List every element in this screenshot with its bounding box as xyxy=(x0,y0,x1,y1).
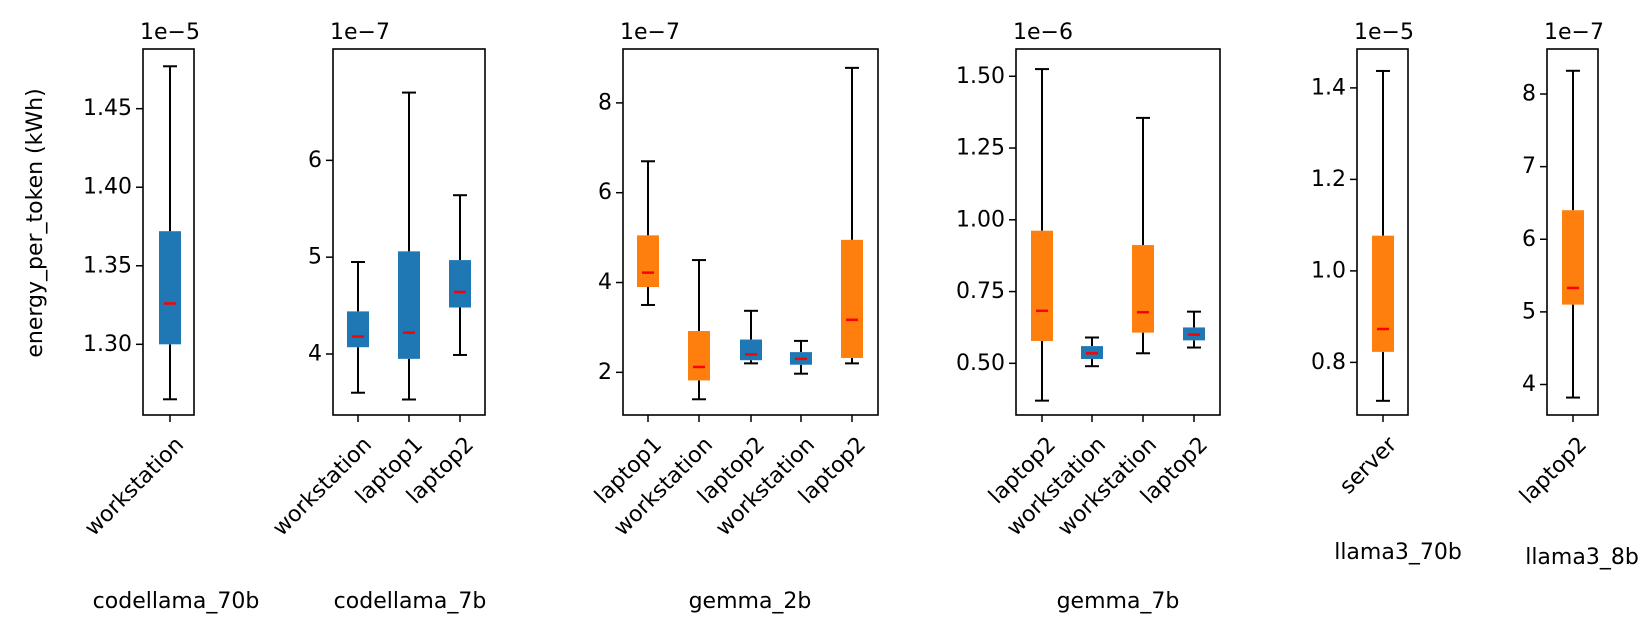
axes-frame xyxy=(1015,48,1221,416)
y-offset-label: 1e−7 xyxy=(330,20,390,45)
y-tick-label: 1.2 xyxy=(1311,167,1346,192)
box-body xyxy=(637,235,659,288)
x-tick-label: laptop2 xyxy=(1515,432,1592,509)
y-offset-label: 1e−5 xyxy=(1354,20,1414,45)
subplot-codellama_7b: workstationlaptop1laptop24561e−7codellam… xyxy=(268,20,486,614)
box-laptop2 xyxy=(841,66,863,365)
y-tick-label: 1.25 xyxy=(956,136,1005,161)
y-tick-label: 4 xyxy=(598,270,612,295)
x-axis-label: llama3_8b xyxy=(1525,545,1639,570)
y-tick-label: 2 xyxy=(598,360,612,385)
y-tick-label: 8 xyxy=(598,90,612,115)
x-axis-label: codellama_70b xyxy=(93,589,260,614)
subplot-gemma_7b: laptop2workstationworkstationlaptop20.50… xyxy=(956,20,1221,614)
subplot-llama3_8b: laptop2 4 5 6 7 8 1e−7 llama3_8b xyxy=(1515,20,1639,570)
x-axis-label: llama3_70b xyxy=(1334,540,1462,565)
box-workstation xyxy=(1132,116,1154,355)
box-body xyxy=(740,339,762,361)
y-tick-label: 5 xyxy=(1522,299,1536,324)
y-tick-label: 0.8 xyxy=(1311,350,1346,375)
x-tick-label: server xyxy=(1335,432,1403,500)
box-laptop2 xyxy=(1183,310,1205,349)
y-tick-label: 7 xyxy=(1522,154,1536,179)
axes-frame xyxy=(622,48,879,416)
box-laptop2 xyxy=(1562,69,1584,399)
y-tick-label: 6 xyxy=(308,148,322,173)
y-tick-label: 1.0 xyxy=(1311,258,1346,283)
box-body xyxy=(841,239,863,358)
box-body xyxy=(688,331,710,381)
box-body xyxy=(398,251,420,359)
box-laptop2 xyxy=(449,194,471,356)
y-offset-label: 1e−7 xyxy=(620,20,680,45)
x-axis-label: gemma_2b xyxy=(689,589,812,614)
box-server xyxy=(1372,69,1394,402)
box-body xyxy=(1031,230,1053,341)
y-tick-label: 6 xyxy=(1522,227,1536,252)
box-body xyxy=(449,260,471,308)
y-tick-label: 0.50 xyxy=(956,351,1005,376)
y-tick-label: 1.50 xyxy=(956,64,1005,89)
y-tick-label: 1.4 xyxy=(1311,75,1346,100)
subplot-llama3_70b: server 0.8 1.0 1.2 1.4 1e−5 llama3_70b xyxy=(1311,20,1462,565)
y-offset-label: 1e−6 xyxy=(1013,20,1073,45)
box-workstation xyxy=(347,261,369,394)
box-body xyxy=(1372,235,1394,352)
y-tick-label: 0.75 xyxy=(956,279,1005,304)
axes-frame xyxy=(1546,48,1599,416)
box-laptop2 xyxy=(740,309,762,365)
axes-frame xyxy=(1356,48,1409,416)
subplot-gemma_2b: laptop1workstationlaptop2workstationlapt… xyxy=(590,20,879,614)
x-tick-label: workstation xyxy=(80,432,189,541)
axes-frame xyxy=(142,48,195,416)
y-tick-label: 1.40 xyxy=(83,175,132,200)
box-workstation xyxy=(159,65,181,401)
y-tick-label: 6 xyxy=(598,180,612,205)
box-body xyxy=(347,311,369,348)
y-axis-label: energy_per_token (kWh) xyxy=(23,88,48,357)
x-axis-label: gemma_7b xyxy=(1057,589,1180,614)
y-tick-label: 1.00 xyxy=(956,207,1005,232)
box-workstation xyxy=(1081,336,1103,368)
box-workstation xyxy=(688,259,710,401)
box-laptop1 xyxy=(398,91,420,401)
box-body xyxy=(1562,210,1584,305)
y-tick-label: 8 xyxy=(1522,82,1536,107)
y-offset-label: 1e−7 xyxy=(1544,20,1604,45)
y-tick-label: 4 xyxy=(308,342,322,367)
box-laptop2 xyxy=(1031,68,1053,402)
y-tick-label: 4 xyxy=(1522,372,1536,397)
x-axis-label: codellama_7b xyxy=(334,589,487,614)
box-workstation xyxy=(790,339,812,375)
box-laptop1 xyxy=(637,160,659,306)
y-tick-label: 1.35 xyxy=(83,253,132,278)
subplot-codellama_70b: workstation 1.30 1.35 1.40 1.45 1e−5 codellama… xyxy=(80,20,259,614)
y-offset-label: 1e−5 xyxy=(140,20,200,45)
box-body xyxy=(159,231,181,345)
y-tick-label: 1.30 xyxy=(83,332,132,357)
y-tick-label: 5 xyxy=(308,245,322,270)
box-body xyxy=(1132,245,1154,333)
y-tick-label: 1.45 xyxy=(83,96,132,121)
axes-frame xyxy=(332,48,486,416)
